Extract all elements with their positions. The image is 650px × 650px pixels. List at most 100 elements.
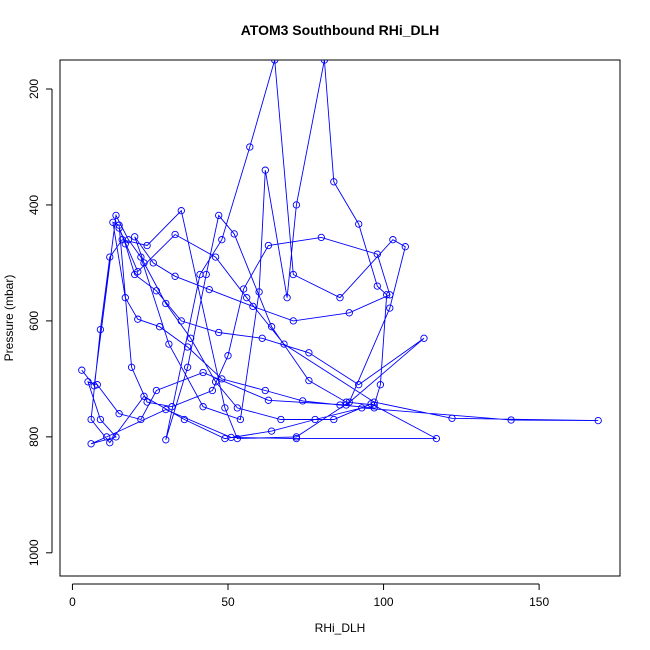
data-point [432, 434, 441, 443]
y-tick-label: 400 [27, 195, 41, 215]
data-point [165, 340, 173, 348]
data-point [420, 334, 428, 342]
data-point [246, 143, 254, 151]
series-group [78, 60, 602, 448]
data-point [121, 294, 129, 302]
data-point [155, 323, 164, 331]
data-point [121, 240, 129, 248]
series-line [81, 60, 599, 445]
y-tick-label: 600 [27, 311, 41, 331]
data-point [233, 404, 241, 412]
data-point [115, 221, 123, 229]
data-point [96, 415, 105, 424]
data-point [292, 434, 301, 443]
data-point [255, 288, 263, 296]
data-point [386, 304, 394, 312]
data-point [143, 241, 151, 250]
data-point [336, 294, 344, 302]
data-point [507, 416, 515, 424]
data-point [386, 291, 394, 299]
data-point [264, 396, 273, 404]
data-point [140, 392, 148, 400]
data-point [299, 397, 307, 405]
data-point [218, 236, 226, 244]
data-point [283, 294, 291, 302]
data-point [112, 211, 120, 220]
data-point [162, 405, 170, 414]
data-point [345, 309, 353, 317]
x-tick-label: 100 [374, 595, 394, 609]
data-point [177, 317, 185, 325]
data-point [330, 415, 338, 424]
data-point [292, 201, 301, 209]
data-point [267, 323, 276, 331]
data-point [96, 325, 105, 334]
x-tick-label: 50 [221, 595, 235, 609]
y-axis: 200 400 600 800 1000 [27, 79, 53, 566]
data-point [355, 381, 363, 389]
data-point [199, 403, 207, 411]
y-tick-label: 1000 [27, 539, 41, 566]
data-point [342, 398, 350, 406]
data-point [171, 272, 179, 280]
data-point [370, 404, 378, 412]
data-point [131, 233, 139, 241]
data-point [243, 294, 251, 302]
data-point [330, 178, 338, 186]
y-tick-label: 800 [27, 427, 41, 447]
data-point [358, 404, 366, 412]
data-point [183, 343, 192, 351]
data-point [227, 433, 235, 442]
data-point [230, 230, 238, 238]
data-point [162, 299, 170, 308]
data-point [389, 236, 397, 244]
data-point [448, 414, 456, 422]
data-point [152, 386, 161, 395]
data-point [109, 218, 117, 226]
data-point [376, 381, 385, 389]
data-point [261, 386, 269, 395]
data-point [594, 416, 602, 425]
data-point [239, 285, 248, 293]
data-point [208, 386, 217, 395]
data-point [221, 404, 229, 412]
data-point [211, 378, 220, 386]
data-point [127, 363, 136, 371]
data-point [106, 253, 114, 261]
data-point [168, 403, 176, 411]
data-point [211, 253, 220, 261]
data-point [373, 250, 381, 258]
data-point [93, 381, 101, 389]
data-point [177, 207, 185, 215]
data-point [383, 291, 391, 299]
data-point [103, 433, 111, 441]
data-point [320, 60, 329, 64]
data-point [112, 433, 120, 441]
data-point [218, 375, 226, 383]
data-point [143, 398, 151, 406]
data-point [317, 233, 325, 242]
x-axis: 0 50 100 150 [69, 583, 549, 609]
data-point [215, 211, 223, 220]
data-point [261, 166, 269, 174]
data-point [171, 230, 179, 239]
y-tick-label: 200 [27, 79, 41, 99]
data-point [311, 415, 319, 424]
data-point [106, 439, 114, 447]
plot-frame [59, 59, 621, 577]
data-point [137, 415, 145, 424]
data-point [196, 270, 204, 279]
data-point [115, 224, 123, 232]
data-point [140, 259, 148, 267]
data-point [205, 285, 213, 294]
data-point [215, 328, 223, 337]
data-point [180, 415, 189, 424]
data-point [271, 60, 279, 64]
data-point [224, 352, 232, 360]
data-point [115, 410, 123, 418]
data-point [162, 436, 170, 444]
data-point [131, 270, 139, 279]
data-point [78, 366, 86, 374]
data-point [280, 340, 288, 348]
